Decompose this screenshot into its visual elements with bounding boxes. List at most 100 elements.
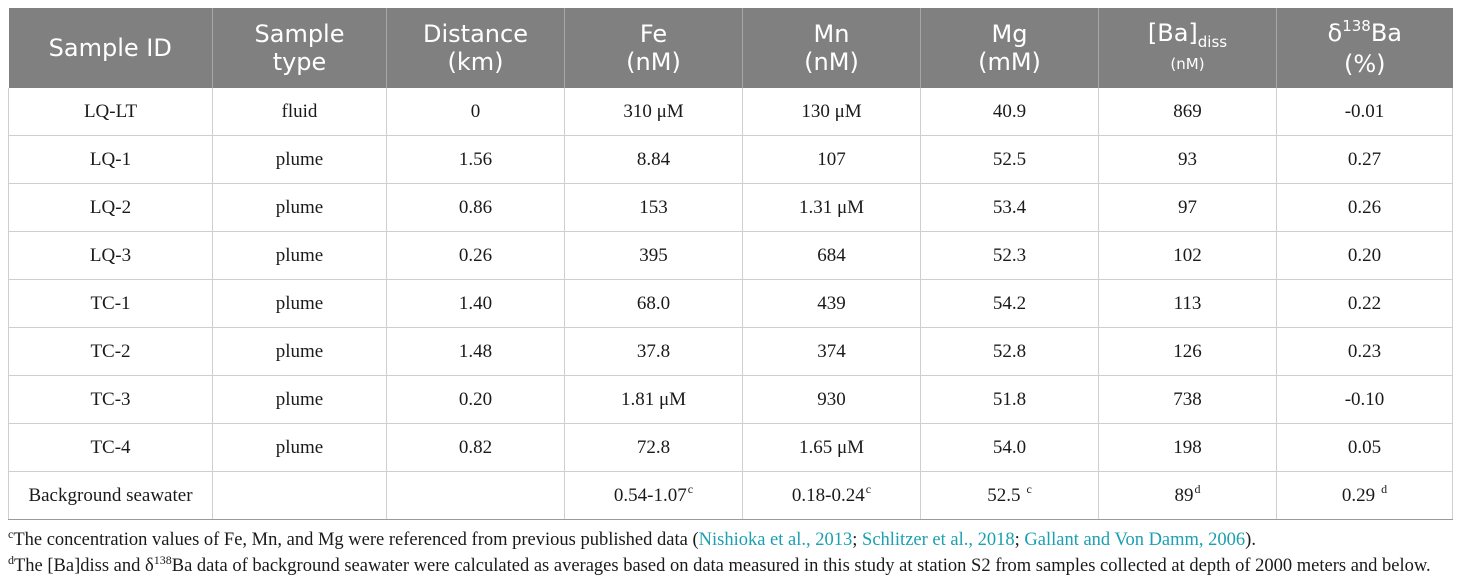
table-row: TC-2 plume 1.48 37.8 374 52.8 126 0.23 xyxy=(8,327,1453,376)
cell-mn: 374 xyxy=(742,327,921,376)
cell-ba-diss: 113 xyxy=(1098,279,1277,328)
footnote-c: cThe concentration values of Fe, Mn, and… xyxy=(8,527,1256,550)
table-row: LQ-LT fluid 0 310 μM 130 μM 40.9 869 -0.… xyxy=(8,88,1453,136)
cell-mg: 54.0 xyxy=(920,423,1099,472)
cell-fe: 153 xyxy=(564,183,743,232)
cell-distance: 0.86 xyxy=(386,183,565,232)
cell-distance: 0 xyxy=(386,88,565,136)
cell-mn: 130 μM xyxy=(742,88,921,136)
footnote-marker: d xyxy=(1194,481,1201,496)
cell-sample-id: TC-4 xyxy=(8,423,213,472)
cell-mg: 52.3 xyxy=(920,231,1099,280)
cell-sample-type: plume xyxy=(212,135,387,184)
footnote-marker: d xyxy=(8,553,14,567)
cell-sample-type: plume xyxy=(212,327,387,376)
cell-mg: 53.4 xyxy=(920,183,1099,232)
col-header-delta-ba: δ138Ba (%) xyxy=(1276,8,1453,88)
cell-fe: 8.84 xyxy=(564,135,743,184)
cell-delta-ba: 0.22 xyxy=(1276,279,1453,328)
cell-fe: 310 μM xyxy=(564,88,743,136)
cell-ba-diss: 97 xyxy=(1098,183,1277,232)
cell-delta-ba: 0.05 xyxy=(1276,423,1453,472)
cell-sample-type xyxy=(212,471,387,520)
cell-delta-ba: 0.26 xyxy=(1276,183,1453,232)
cell-sample-id: TC-1 xyxy=(8,279,213,328)
cell-mn: 1.31 μM xyxy=(742,183,921,232)
table-footnotes: cThe concentration values of Fe, Mn, and… xyxy=(8,527,1458,579)
cell-distance: 1.40 xyxy=(386,279,565,328)
cell-mn: 107 xyxy=(742,135,921,184)
cell-ba-diss: 198 xyxy=(1098,423,1277,472)
cell-fe: 68.0 xyxy=(564,279,743,328)
cell-delta-ba: -0.01 xyxy=(1276,88,1453,136)
cell-delta-ba: 0.20 xyxy=(1276,231,1453,280)
cell-mn: 1.65 μM xyxy=(742,423,921,472)
cell-mg: 52.5 c xyxy=(920,471,1099,520)
header-row: Sample ID Sample type Distance (km) Fe (nM)… xyxy=(8,8,1453,88)
table-row-background-seawater: Background seawater 0.54-1.07c 0.18-0.24… xyxy=(8,471,1453,520)
cell-delta-ba: 0.23 xyxy=(1276,327,1453,376)
cell-sample-type: plume xyxy=(212,183,387,232)
cell-distance: 0.26 xyxy=(386,231,565,280)
cell-mg: 51.8 xyxy=(920,375,1099,424)
cell-mn: 0.18-0.24c xyxy=(742,471,921,520)
table-row: TC-3 plume 0.20 1.81 μM 930 51.8 738 -0.… xyxy=(8,375,1453,424)
table-row: LQ-1 plume 1.56 8.84 107 52.5 93 0.27 xyxy=(8,135,1453,184)
cell-fe: 1.81 μM xyxy=(564,375,743,424)
cell-sample-id: Background seawater xyxy=(8,471,213,520)
cell-sample-type: plume xyxy=(212,279,387,328)
cell-distance: 1.48 xyxy=(386,327,565,376)
cell-ba-diss: 93 xyxy=(1098,135,1277,184)
data-table-container: Sample ID Sample type Distance (km) Fe (nM)… xyxy=(8,8,1453,520)
cell-mn: 684 xyxy=(742,231,921,280)
cell-distance xyxy=(386,471,565,520)
reference-link[interactable]: Schlitzer et al., 2018 xyxy=(862,530,1015,550)
table-row: TC-1 plume 1.40 68.0 439 54.2 113 0.22 xyxy=(8,279,1453,328)
cell-delta-ba: 0.29 d xyxy=(1276,471,1453,520)
cell-sample-type: fluid xyxy=(212,88,387,136)
footnote-marker: c xyxy=(687,481,694,496)
col-header-sample-type: Sample type xyxy=(212,8,387,88)
cell-distance: 1.56 xyxy=(386,135,565,184)
col-header-mn: Mn (nM) xyxy=(742,8,921,88)
cell-fe: 395 xyxy=(564,231,743,280)
cell-fe: 72.8 xyxy=(564,423,743,472)
footnote-marker: c xyxy=(8,527,14,541)
cell-distance: 0.82 xyxy=(386,423,565,472)
footnote-d: dThe [Ba]diss and δ138Ba data of backgro… xyxy=(8,553,1431,576)
cell-sample-id: LQ-LT xyxy=(8,88,213,136)
cell-delta-ba: -0.10 xyxy=(1276,375,1453,424)
col-header-distance: Distance (km) xyxy=(386,8,565,88)
footnote-marker: d xyxy=(1381,481,1388,496)
cell-ba-diss: 869 xyxy=(1098,88,1277,136)
cell-sample-id: LQ-2 xyxy=(8,183,213,232)
cell-mg: 52.5 xyxy=(920,135,1099,184)
cell-delta-ba: 0.27 xyxy=(1276,135,1453,184)
cell-sample-id: TC-3 xyxy=(8,375,213,424)
cell-ba-diss: 738 xyxy=(1098,375,1277,424)
cell-mn: 439 xyxy=(742,279,921,328)
footnote-marker: c xyxy=(1026,481,1032,496)
cell-sample-type: plume xyxy=(212,231,387,280)
cell-mg: 54.2 xyxy=(920,279,1099,328)
cell-ba-diss: 89d xyxy=(1098,471,1277,520)
col-header-mg: Mg (mM) xyxy=(920,8,1099,88)
cell-sample-type: plume xyxy=(212,423,387,472)
reference-link[interactable]: Nishioka et al., 2013 xyxy=(698,530,853,550)
cell-distance: 0.20 xyxy=(386,375,565,424)
col-header-sample-id: Sample ID xyxy=(8,8,213,88)
cell-fe: 37.8 xyxy=(564,327,743,376)
reference-link[interactable]: Gallant and Von Damm, 2006 xyxy=(1024,530,1246,550)
cell-sample-id: LQ-3 xyxy=(8,231,213,280)
cell-mn: 930 xyxy=(742,375,921,424)
col-header-ba-diss: [Ba]diss (nM) xyxy=(1098,8,1277,88)
footnote-marker: c xyxy=(865,481,872,496)
data-table: Sample ID Sample type Distance (km) Fe (nM)… xyxy=(8,8,1453,520)
table-row: LQ-3 plume 0.26 395 684 52.3 102 0.20 xyxy=(8,231,1453,280)
cell-mg: 40.9 xyxy=(920,88,1099,136)
cell-sample-id: TC-2 xyxy=(8,327,213,376)
table-row: TC-4 plume 0.82 72.8 1.65 μM 54.0 198 0.… xyxy=(8,423,1453,472)
cell-mg: 52.8 xyxy=(920,327,1099,376)
cell-fe: 0.54-1.07c xyxy=(564,471,743,520)
cell-ba-diss: 126 xyxy=(1098,327,1277,376)
